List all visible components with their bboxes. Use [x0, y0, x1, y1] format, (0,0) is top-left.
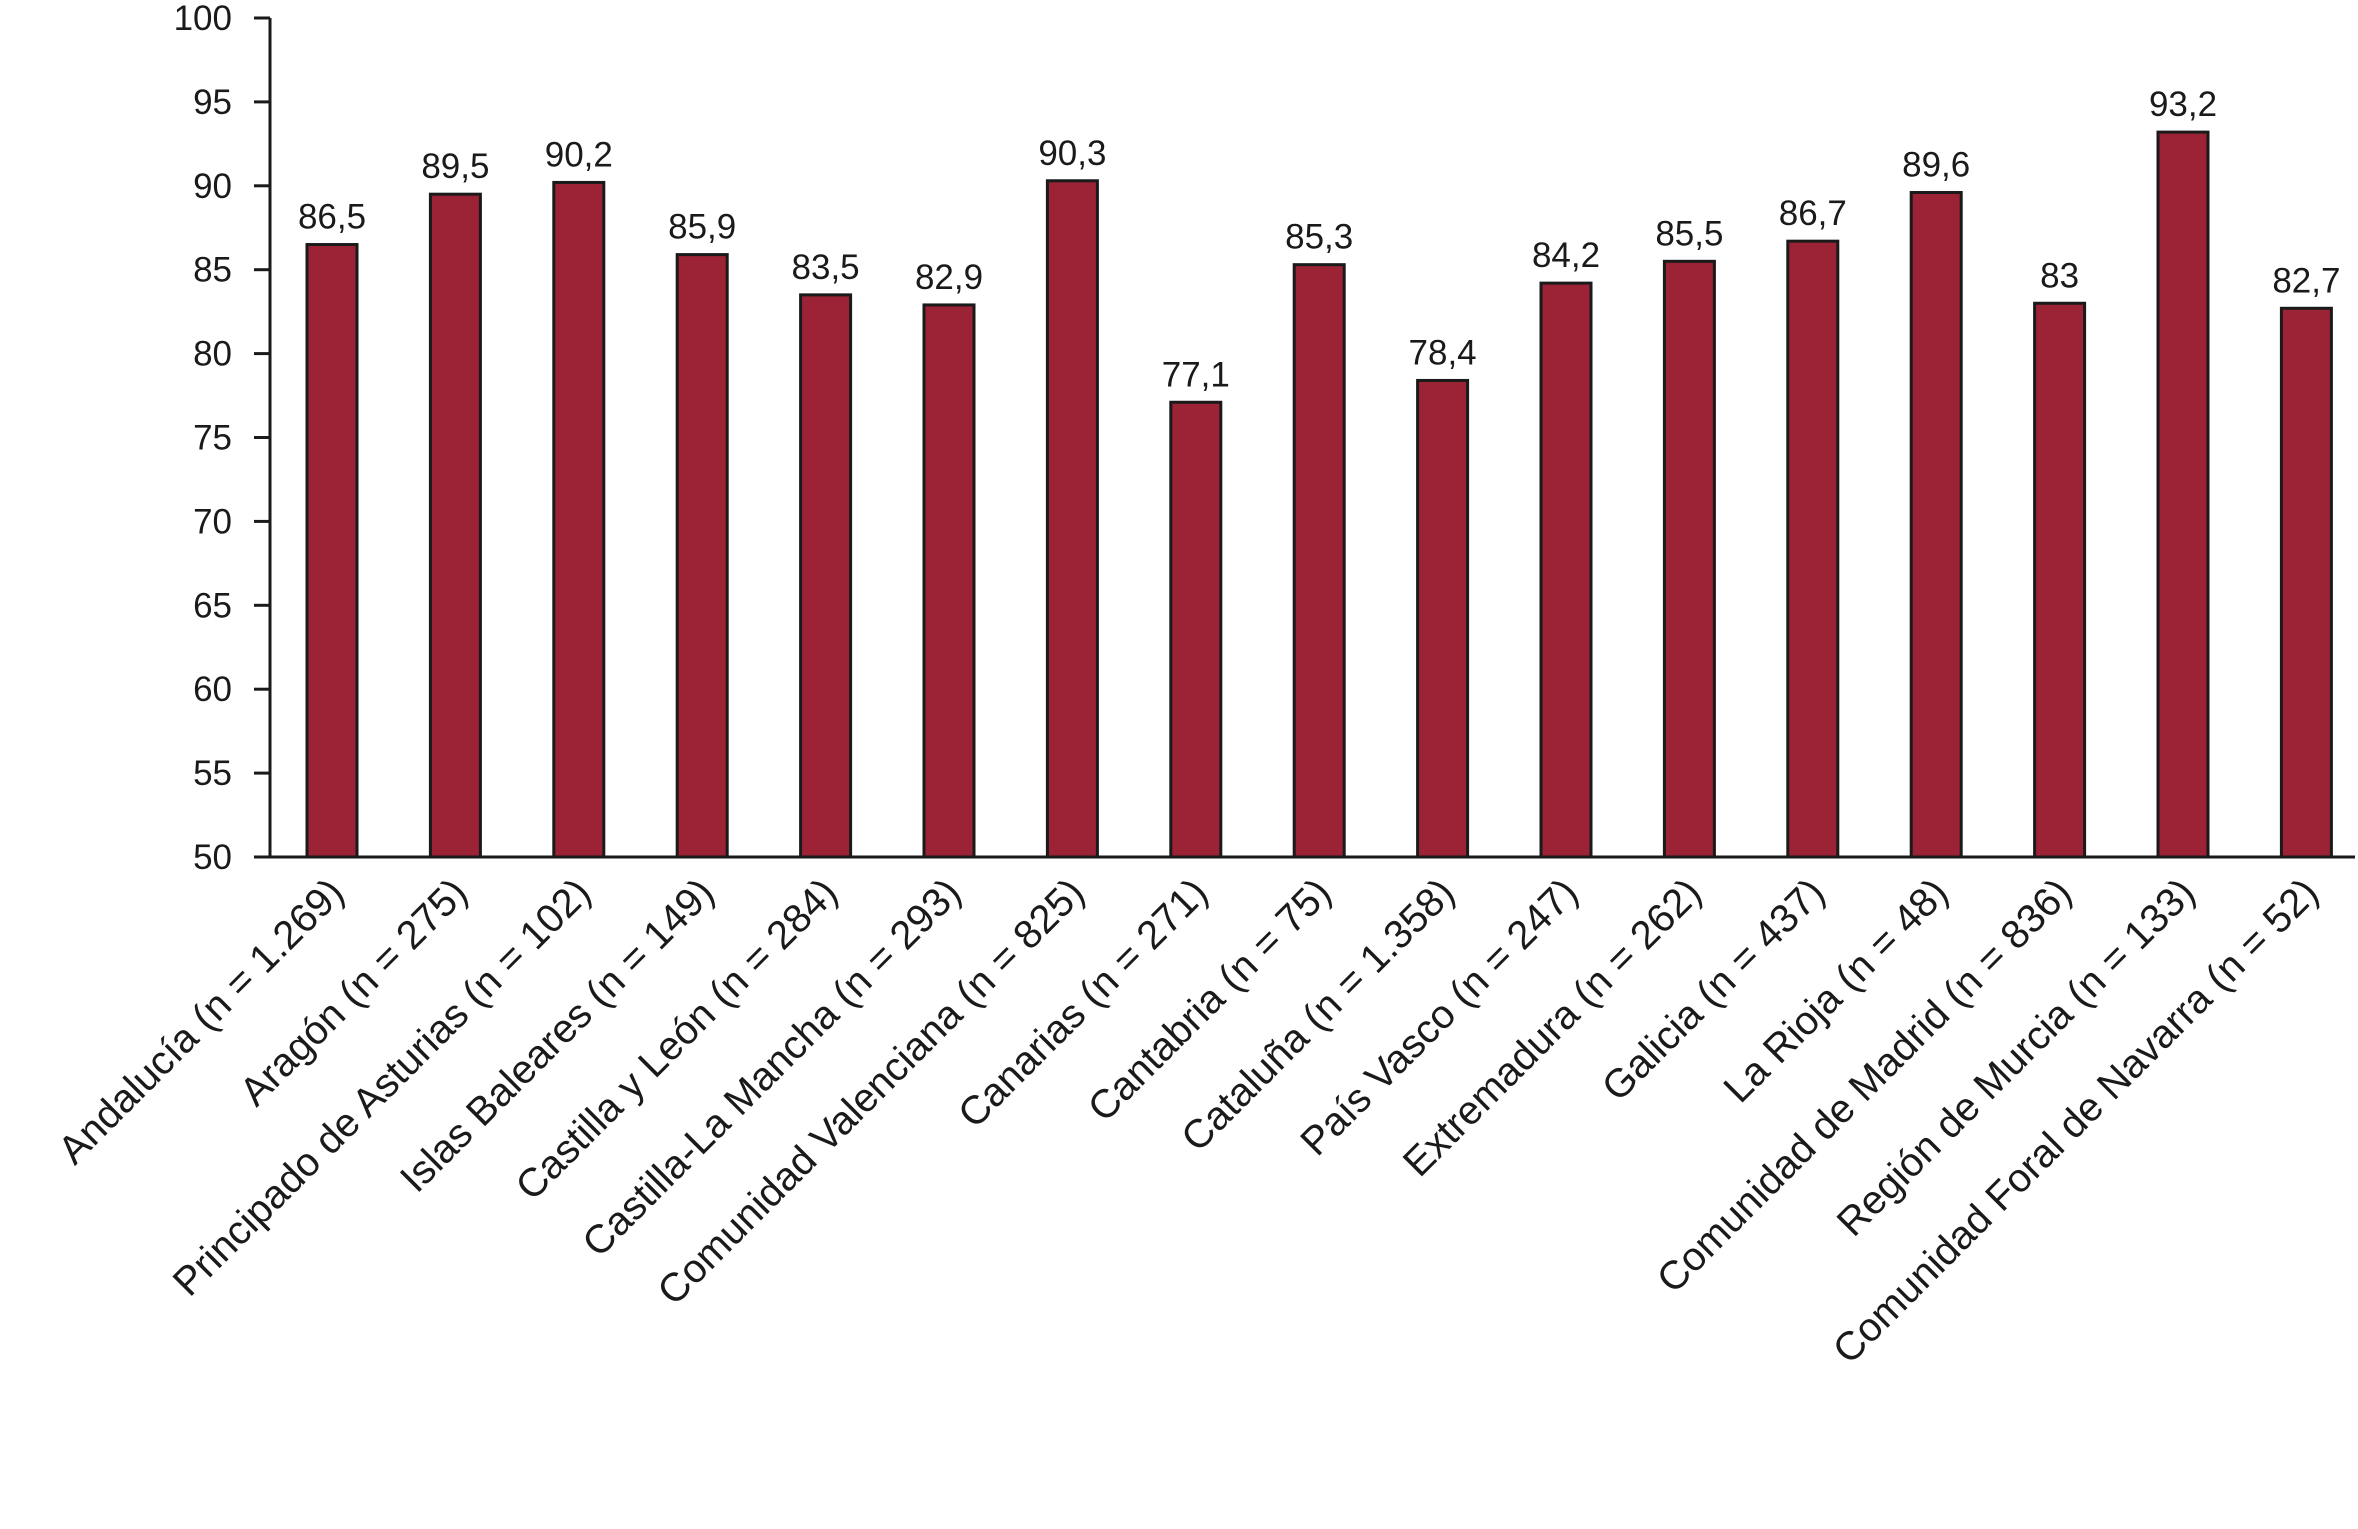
data-label: 85,5: [1655, 214, 1723, 253]
bar: [2156, 130, 2210, 859]
bar: [1292, 263, 1346, 859]
data-label: 89,5: [421, 147, 489, 186]
bar: [799, 293, 853, 859]
x-category-label: La Rioja (n = 48): [1716, 870, 1957, 1111]
bar: [1539, 281, 1593, 859]
data-labels: 86,5 89,5 90,2 85,9 83,5 82,9 90,3 77,1 85,3 78,4…: [298, 85, 2341, 394]
data-label: 85,9: [668, 208, 736, 247]
bar: [1416, 378, 1470, 859]
y-tick-label: 80: [193, 335, 232, 374]
y-tick-label: 55: [193, 754, 232, 793]
data-label: 82,7: [2272, 261, 2340, 300]
data-label: 86,7: [1779, 194, 1847, 233]
data-label: 77,1: [1162, 355, 1230, 394]
y-tick-label: 85: [193, 251, 232, 290]
data-label: 90,2: [545, 135, 613, 174]
x-category-label: Galicia (n = 437): [1594, 870, 1833, 1109]
bar: [2279, 306, 2333, 859]
axes: 50 55 60 65 70 75 80 85 90 95 100: [174, 0, 2355, 877]
data-label: 86,5: [298, 198, 366, 237]
y-tick-label: 50: [193, 838, 232, 877]
y-tick-label: 60: [193, 670, 232, 709]
bar: [1662, 259, 1716, 859]
bar: [2033, 301, 2087, 859]
bar: [1909, 191, 1963, 859]
bar: [428, 192, 482, 859]
bar: [1045, 179, 1099, 859]
bar: [552, 180, 606, 859]
data-label: 90,3: [1038, 134, 1106, 173]
x-category-label: Aragón (n = 275): [232, 870, 476, 1114]
data-label: 85,3: [1285, 218, 1353, 257]
data-label: 83,5: [792, 248, 860, 287]
data-label: 89,6: [1902, 146, 1970, 185]
data-label: 93,2: [2149, 85, 2217, 124]
bar: [675, 253, 729, 859]
data-label: 78,4: [1409, 333, 1477, 372]
bar: [922, 303, 976, 859]
category-labels: Andalucía (n = 1.269)Aragón (n = 275)Pri…: [50, 870, 2327, 1372]
y-tick-label: 70: [193, 502, 232, 541]
y-tick-label: 75: [193, 419, 232, 458]
bar: [1169, 400, 1223, 859]
bar: [305, 243, 359, 859]
y-tick-label: 65: [193, 586, 232, 625]
y-tick-label: 95: [193, 83, 232, 122]
y-tick-label: 90: [193, 167, 232, 206]
y-tick-label: 100: [174, 0, 232, 38]
bars: [305, 130, 2333, 859]
bar: [1786, 239, 1840, 859]
data-label: 83: [2040, 256, 2079, 295]
data-label: 82,9: [915, 258, 983, 297]
data-label: 84,2: [1532, 236, 1600, 275]
